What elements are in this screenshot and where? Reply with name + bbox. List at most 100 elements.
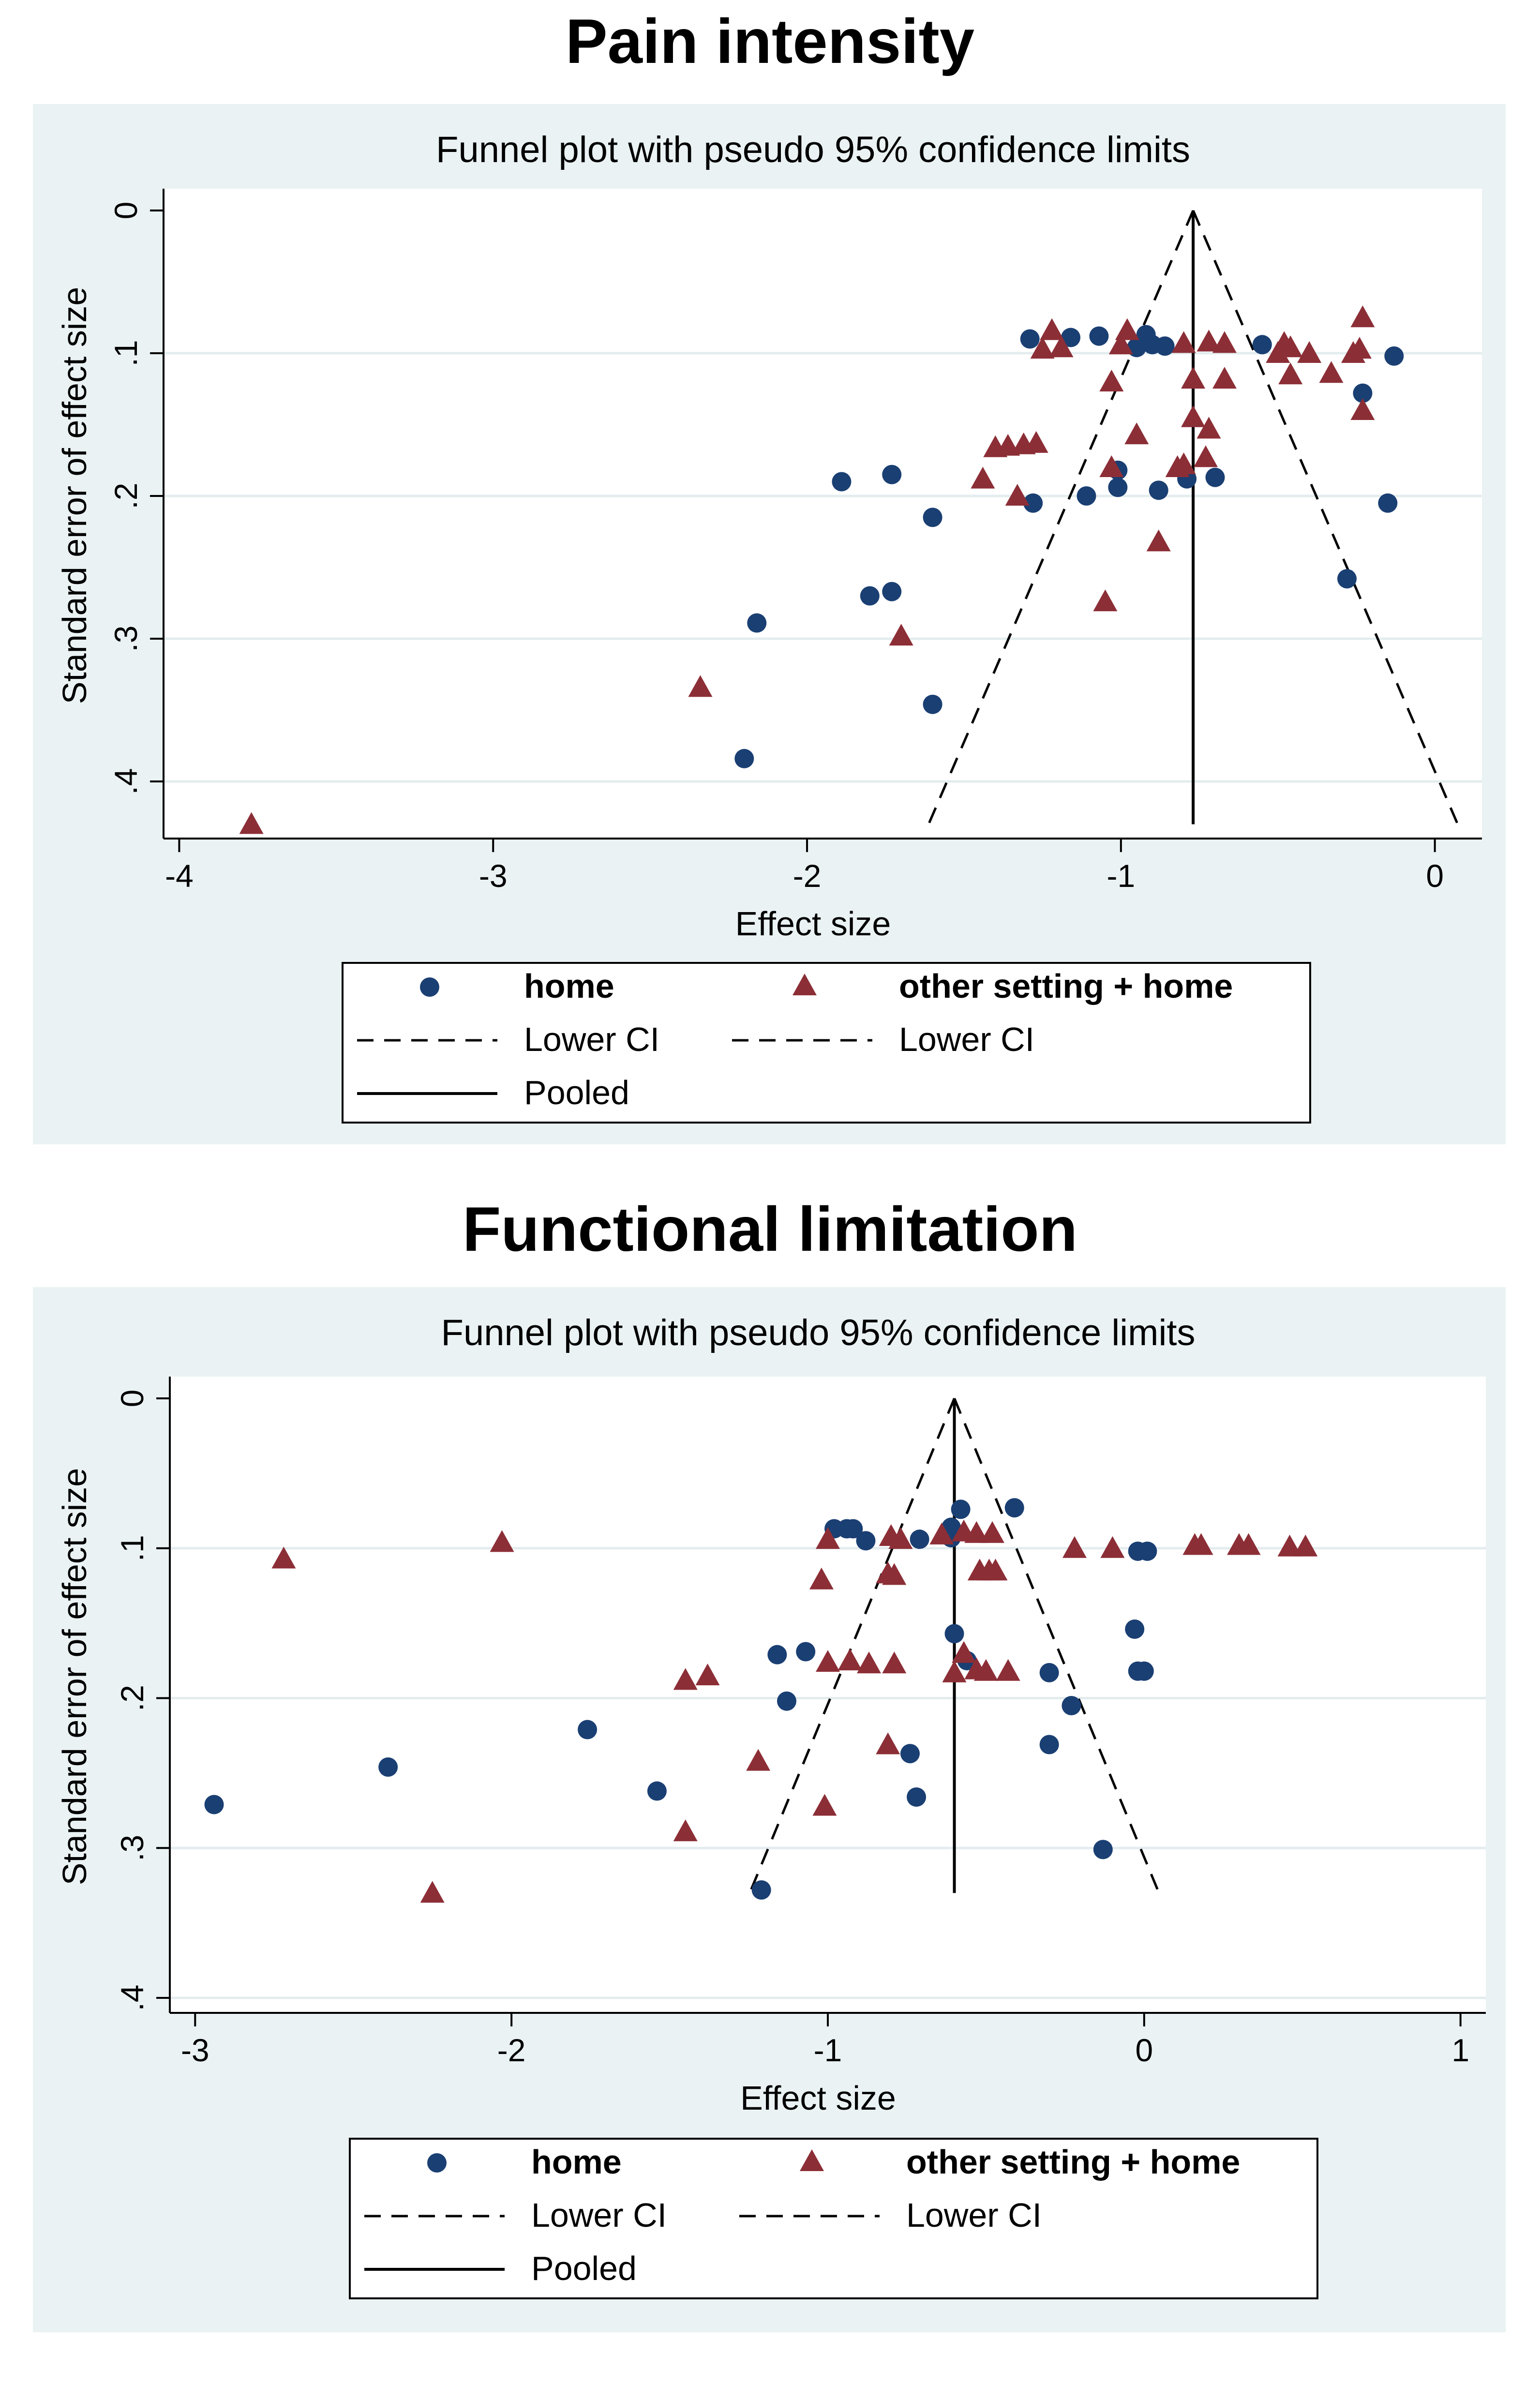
legend-home-label: home <box>531 2143 622 2181</box>
legend-lower-ci-1-label: Lower CI <box>524 1020 659 1058</box>
home-point <box>1108 478 1128 497</box>
home-point <box>1020 329 1040 349</box>
home-point <box>1384 346 1404 366</box>
home-point <box>910 1529 929 1549</box>
y-tick-label: .3 <box>114 1835 150 1861</box>
chart-2-heading: Functional limitation <box>462 1194 1078 1264</box>
legend-pooled-label: Pooled <box>531 2249 637 2287</box>
other-setting-home-point <box>1278 335 1303 358</box>
other-setting-home-point <box>1030 337 1055 359</box>
plot-area <box>170 1377 1486 2013</box>
other-setting-home-point <box>1005 484 1030 506</box>
other-setting-home-point <box>1171 452 1196 475</box>
legend-lower-ci-1-label: Lower CI <box>531 2196 667 2234</box>
y-tick-label: .1 <box>108 340 144 366</box>
legend-box <box>342 962 1311 1124</box>
y-tick-label: 0 <box>114 1390 150 1408</box>
chart-1-heading: Pain intensity <box>565 6 975 76</box>
home-point <box>1205 467 1225 487</box>
chart-2-svg: -3 -2 -1 0 1 0 .1 .2 .3 .4 Funnel plot with pseudo… <box>56 1312 1486 2299</box>
home-point <box>843 1519 863 1539</box>
other-setting-home-point <box>1115 318 1139 340</box>
other-setting-home-point <box>1062 1536 1087 1558</box>
chart-1-panel: -4 -3 -2 -1 0 0 .1 .2 .3 .4 Funnel plot with pseud… <box>33 104 1506 1144</box>
home-point <box>1004 1498 1024 1518</box>
home-point <box>378 1757 398 1777</box>
home-point <box>734 749 754 768</box>
home-point <box>882 582 902 601</box>
home-point <box>1378 493 1398 513</box>
home-point <box>882 465 902 484</box>
other-setting-home-point <box>882 1651 907 1674</box>
x-tick-label: 0 <box>1135 2032 1153 2068</box>
y-tick-label: .4 <box>114 1985 150 2011</box>
legend-pooled-label: Pooled <box>524 1074 629 1111</box>
lower-ci-line-right <box>953 1398 1160 1894</box>
other-setting-home-point <box>688 675 713 697</box>
home-point <box>747 613 767 633</box>
other-setting-home-point <box>929 1522 954 1544</box>
other-setting-home-point <box>1093 589 1118 612</box>
other-setting-home-point <box>812 1794 837 1816</box>
other-setting-home-point <box>1277 1534 1302 1557</box>
other-setting-home-point <box>1350 398 1375 420</box>
x-tick-label: -3 <box>479 858 508 894</box>
other-setting-home-point <box>1196 417 1221 439</box>
x-tick-label: 0 <box>1426 858 1444 894</box>
other-setting-home-point <box>1341 341 1365 363</box>
home-point <box>1062 1696 1081 1715</box>
home-point <box>907 1787 927 1807</box>
home-point <box>1134 1661 1154 1681</box>
other-setting-home-point <box>673 1819 698 1842</box>
other-setting-home-point <box>857 1651 881 1674</box>
other-setting-home-point <box>1146 529 1171 552</box>
other-setting-home-point <box>1049 335 1074 358</box>
other-setting-home-point <box>809 1567 834 1589</box>
home-point <box>900 1744 920 1764</box>
other-setting-home-point <box>816 1650 840 1672</box>
other-setting-home-point <box>673 1668 698 1690</box>
other-setting-home-point <box>888 1527 913 1549</box>
other-setting-home-point <box>1040 318 1064 340</box>
other-setting-home-point <box>889 624 913 646</box>
other-setting-home-point <box>996 1659 1020 1681</box>
other-setting-home-point <box>952 1641 976 1663</box>
x-tick-label: 1 <box>1451 2032 1469 2068</box>
other-setting-home-point <box>1278 362 1303 385</box>
legend-lower-ci-2-label: Lower CI <box>906 2196 1042 2234</box>
home-point <box>923 508 942 527</box>
other-setting-home-point <box>1266 341 1290 363</box>
home-point <box>1149 480 1168 500</box>
other-setting-home-point <box>695 1664 720 1686</box>
home-point <box>1093 1840 1113 1859</box>
x-tick-label: -2 <box>793 858 822 894</box>
home-point <box>578 1720 598 1739</box>
other-setting-home-point <box>971 466 995 489</box>
y-tick-label: 0 <box>108 202 144 220</box>
other-setting-home-point <box>942 1660 967 1682</box>
other-setting-home-point <box>1319 361 1344 383</box>
home-point <box>751 1880 771 1900</box>
other-setting-home-point <box>1212 331 1237 353</box>
other-setting-home-point <box>816 1527 840 1549</box>
y-tick-label: .4 <box>108 768 144 795</box>
other-setting-home-point <box>1194 445 1218 467</box>
other-setting-home-point <box>1189 1533 1213 1555</box>
home-point <box>777 1691 796 1711</box>
x-axis-label: Effect size <box>735 905 891 943</box>
other-setting-home-point <box>1181 367 1206 389</box>
home-point <box>1089 326 1109 346</box>
other-setting-home-point <box>239 812 264 834</box>
legend-home-label: home <box>524 967 614 1005</box>
legend-other-marker <box>800 2149 824 2171</box>
legend-home-marker <box>420 977 439 997</box>
home-point <box>767 1645 787 1664</box>
home-point <box>860 586 880 606</box>
other-setting-home-point <box>1236 1533 1261 1555</box>
other-setting-home-point <box>420 1881 445 1903</box>
x-tick-label: -1 <box>814 2032 842 2068</box>
other-setting-home-point <box>1099 370 1124 391</box>
other-setting-home-point <box>882 1563 907 1585</box>
other-setting-home-point <box>1024 431 1048 453</box>
other-setting-home-point <box>490 1530 514 1552</box>
